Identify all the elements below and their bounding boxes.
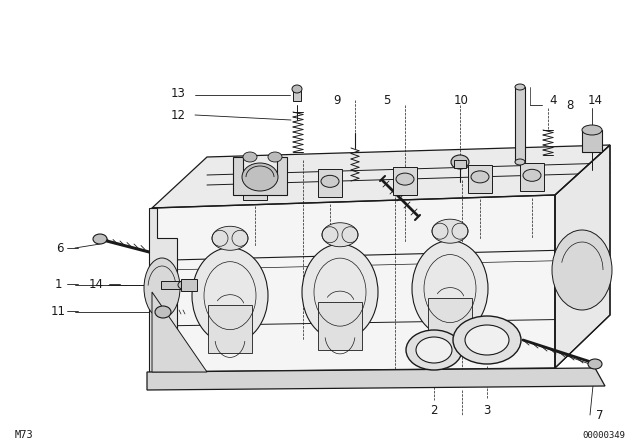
Bar [161, 281, 183, 289]
Text: 14: 14 [588, 94, 602, 107]
Ellipse shape [321, 175, 339, 187]
Ellipse shape [416, 337, 452, 363]
Ellipse shape [192, 248, 268, 344]
Bar [318, 302, 362, 350]
Bar [454, 160, 466, 168]
Ellipse shape [588, 359, 602, 369]
Polygon shape [147, 368, 605, 390]
Polygon shape [555, 145, 610, 368]
Text: 9: 9 [333, 94, 340, 107]
Text: 6: 6 [56, 241, 64, 254]
Ellipse shape [432, 219, 468, 243]
Text: 11: 11 [51, 305, 65, 318]
Bar [243, 172, 267, 199]
Ellipse shape [212, 226, 248, 250]
Bar [208, 306, 252, 353]
Polygon shape [555, 145, 610, 368]
Ellipse shape [144, 258, 180, 318]
Polygon shape [152, 195, 555, 372]
Ellipse shape [246, 177, 264, 190]
Text: M73: M73 [15, 430, 34, 440]
Ellipse shape [268, 152, 282, 162]
Ellipse shape [396, 173, 414, 185]
Polygon shape [152, 292, 207, 372]
Text: 8: 8 [566, 99, 573, 112]
Text: 5: 5 [383, 94, 390, 107]
Polygon shape [233, 157, 287, 195]
Polygon shape [152, 145, 610, 208]
Ellipse shape [451, 155, 469, 169]
Bar [181, 279, 197, 291]
Ellipse shape [453, 316, 521, 364]
Ellipse shape [552, 230, 612, 310]
Ellipse shape [242, 163, 278, 191]
Ellipse shape [178, 281, 188, 289]
Ellipse shape [582, 125, 602, 135]
Ellipse shape [412, 241, 488, 336]
Ellipse shape [322, 223, 358, 247]
Text: 7: 7 [596, 409, 604, 422]
Ellipse shape [302, 244, 378, 340]
Ellipse shape [515, 159, 525, 165]
Text: 4: 4 [549, 94, 557, 107]
Text: 3: 3 [483, 404, 491, 417]
Bar [318, 169, 342, 197]
Bar [428, 298, 472, 346]
Ellipse shape [243, 152, 257, 162]
Polygon shape [149, 208, 177, 372]
Ellipse shape [155, 306, 171, 318]
Ellipse shape [523, 169, 541, 181]
Ellipse shape [515, 84, 525, 90]
Ellipse shape [471, 171, 489, 183]
Text: 1: 1 [54, 277, 61, 290]
Text: 13: 13 [171, 86, 186, 99]
Text: 00000349: 00000349 [582, 431, 625, 439]
Bar [515, 87, 525, 162]
Bar [293, 91, 301, 101]
Ellipse shape [292, 85, 302, 93]
Text: 2: 2 [430, 404, 438, 417]
Bar [468, 165, 492, 193]
Text: 10: 10 [454, 94, 468, 107]
Text: 12: 12 [170, 108, 186, 121]
Bar [393, 167, 417, 195]
Ellipse shape [465, 325, 509, 355]
Text: 14: 14 [88, 277, 104, 290]
Bar [520, 164, 544, 191]
Ellipse shape [93, 234, 107, 244]
Ellipse shape [406, 330, 462, 370]
Bar [582, 130, 602, 152]
